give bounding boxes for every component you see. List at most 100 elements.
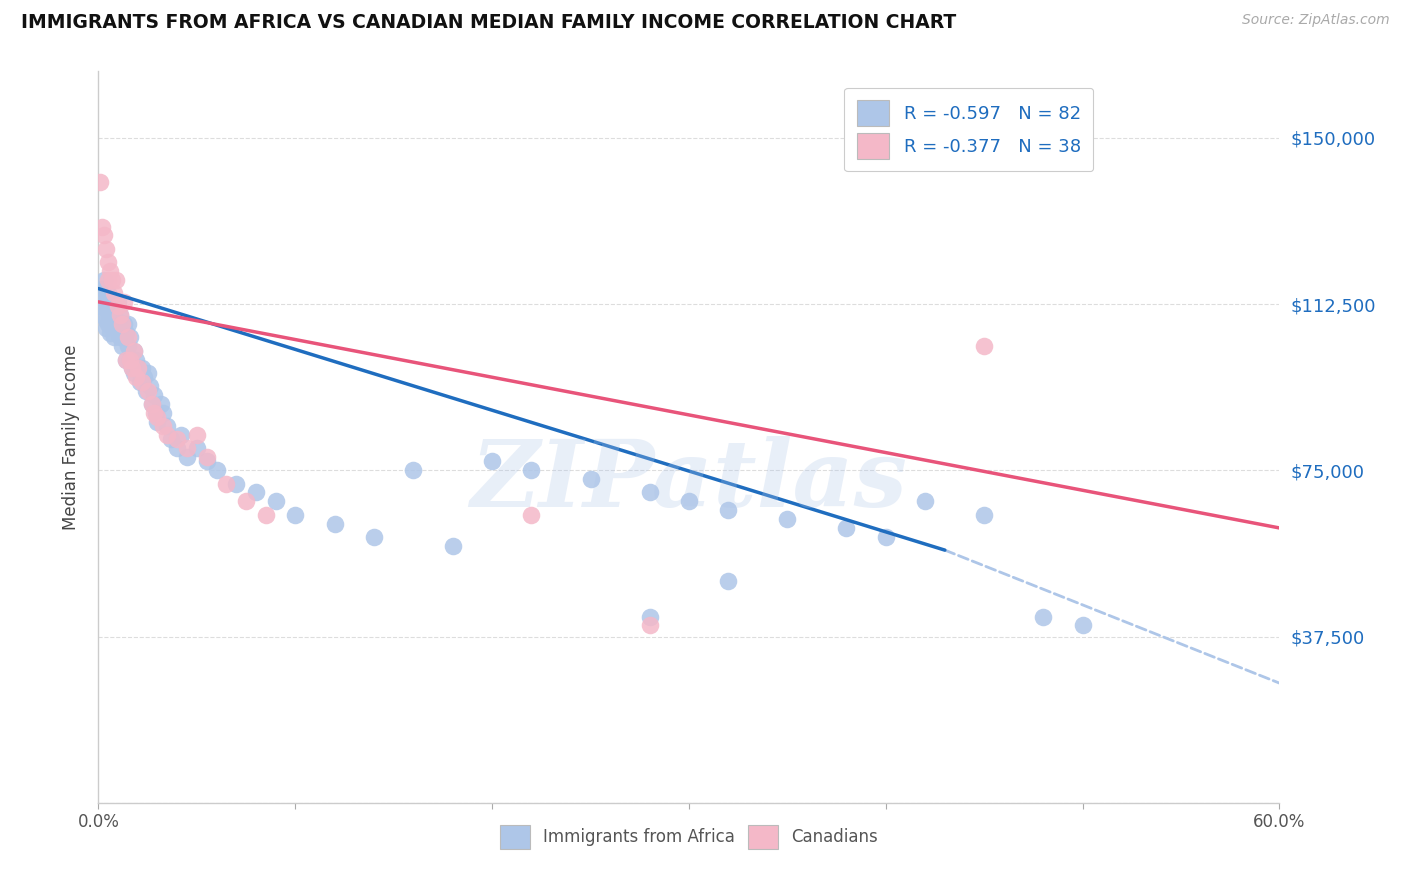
Point (131, 375, 153, 389)
Point (108, 308, 131, 322)
Point (152, 406, 174, 420)
Point (235, 494, 257, 508)
Point (176, 441, 198, 455)
Point (97, 285, 120, 300)
Point (284, 508, 307, 522)
Point (96, 294, 118, 309)
Point (441, 539, 464, 553)
Point (101, 299, 124, 313)
Point (150, 397, 173, 411)
Point (363, 530, 385, 544)
Point (166, 432, 188, 446)
Point (152, 419, 174, 434)
Point (112, 330, 135, 344)
Point (117, 339, 139, 353)
Point (122, 366, 145, 380)
Point (520, 463, 543, 477)
Point (108, 308, 131, 322)
Point (93, 290, 115, 304)
Point (127, 361, 149, 376)
Point (121, 361, 143, 376)
Point (142, 388, 165, 402)
Point (112, 294, 135, 309)
Point (107, 317, 129, 331)
Point (215, 476, 238, 491)
Point (195, 454, 218, 468)
Point (122, 343, 145, 358)
Point (97, 273, 120, 287)
Point (254, 508, 277, 522)
Point (98, 294, 121, 309)
Point (103, 330, 125, 344)
Point (111, 317, 134, 331)
Point (117, 330, 139, 344)
Y-axis label: Median Family Income: Median Family Income (62, 344, 80, 530)
Point (97, 255, 120, 269)
Point (776, 512, 799, 526)
Point (973, 339, 995, 353)
Point (89, 175, 111, 189)
Point (91, 282, 114, 296)
Point (1032, 609, 1054, 624)
Point (112, 317, 135, 331)
Point (91, 308, 114, 322)
Point (186, 428, 208, 442)
Point (160, 432, 183, 446)
Point (156, 419, 179, 434)
Point (108, 330, 131, 344)
Point (105, 299, 128, 313)
Legend: Immigrants from Africa, Canadians: Immigrants from Africa, Canadians (488, 814, 890, 860)
Point (481, 454, 503, 468)
Point (122, 343, 145, 358)
Point (520, 508, 543, 522)
Point (93, 228, 115, 243)
Point (141, 397, 163, 411)
Point (97, 303, 120, 318)
Point (103, 285, 125, 300)
Point (96, 312, 118, 326)
Point (166, 441, 188, 455)
Point (225, 476, 247, 491)
Point (107, 294, 129, 309)
Text: Source: ZipAtlas.com: Source: ZipAtlas.com (1241, 13, 1389, 28)
Point (101, 273, 124, 287)
Point (118, 352, 141, 367)
Point (98, 308, 121, 322)
Point (115, 352, 138, 367)
Point (145, 406, 167, 420)
Point (136, 366, 159, 380)
Point (141, 397, 163, 411)
Point (98, 264, 121, 278)
Point (717, 503, 740, 517)
Point (638, 609, 661, 624)
Point (93, 273, 115, 287)
Point (835, 521, 858, 535)
Point (205, 463, 228, 477)
Point (128, 375, 150, 389)
Point (91, 219, 114, 234)
Point (1071, 618, 1094, 632)
Point (638, 618, 661, 632)
Point (402, 463, 425, 477)
Point (176, 450, 198, 464)
Point (717, 574, 740, 589)
Point (118, 330, 141, 344)
Point (89, 299, 111, 313)
Point (118, 352, 141, 367)
Point (146, 415, 169, 429)
Text: IMMIGRANTS FROM AFRICA VS CANADIAN MEDIAN FAMILY INCOME CORRELATION CHART: IMMIGRANTS FROM AFRICA VS CANADIAN MEDIA… (21, 13, 956, 32)
Point (103, 308, 125, 322)
Point (127, 361, 149, 376)
Point (264, 494, 287, 508)
Point (105, 321, 128, 335)
Point (121, 361, 143, 376)
Point (973, 508, 995, 522)
Point (115, 352, 138, 367)
Point (142, 406, 165, 420)
Point (101, 317, 124, 331)
Point (97, 317, 120, 331)
Point (678, 494, 700, 508)
Point (245, 485, 267, 500)
Point (96, 242, 118, 256)
Point (107, 299, 129, 313)
